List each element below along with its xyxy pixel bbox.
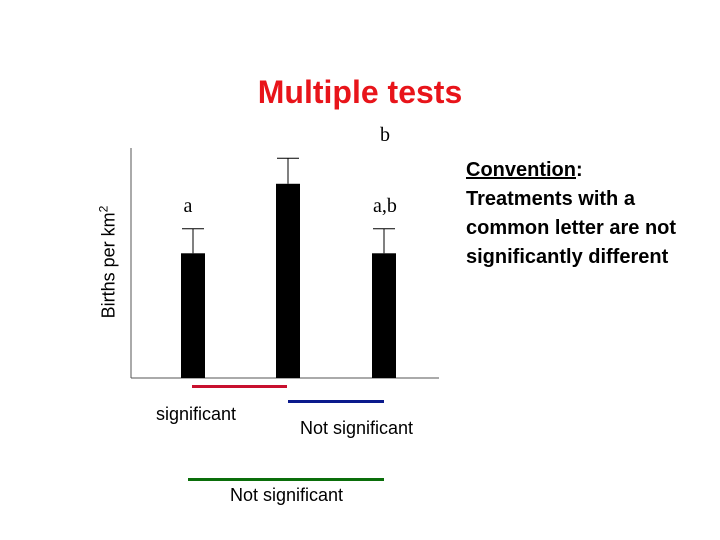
significance-letter-1: a (183, 194, 193, 217)
convention-heading-suffix: : (576, 159, 583, 181)
y-axis-label: Births per km2 (96, 205, 119, 319)
bar-3 (372, 253, 396, 378)
comparison-label-not-significant-1: Not significant (300, 418, 414, 438)
comparison-label-significant: significant (156, 404, 237, 424)
comparison-line-not-significant-2 (188, 478, 384, 481)
bar-2 (276, 183, 300, 378)
convention-heading: Convention (466, 159, 576, 181)
significance-letter-2: b (380, 124, 390, 147)
comparison-line-not-significant-1 (288, 400, 384, 403)
comparison-line-significant (192, 385, 287, 388)
convention-body: Treatments with a common letter are not … (466, 188, 677, 268)
convention-note: Convention: Treatments with a common let… (466, 156, 706, 272)
bar-1 (181, 253, 205, 378)
significance-letter-3: a,b (373, 194, 397, 217)
chart-title: Multiple tests (257, 74, 463, 110)
comparison-label-not-significant-2: Not significant (230, 485, 344, 505)
